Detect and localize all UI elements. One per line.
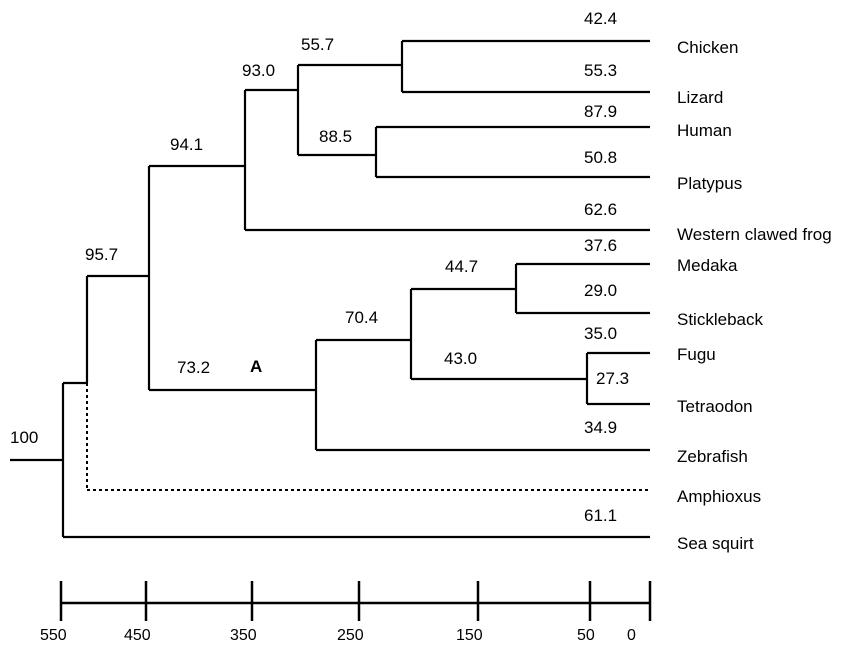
tick-label-450: 450 — [124, 627, 151, 644]
tree-branches — [10, 39, 650, 539]
support-95-7: 95.7 — [85, 245, 118, 264]
node-tag-a: A — [250, 357, 262, 376]
support-root: 100 — [10, 428, 38, 447]
value-medaka: 37.6 — [584, 236, 617, 255]
value-stickleback: 29.0 — [584, 281, 617, 300]
tick-label-50: 50 — [577, 627, 595, 644]
support-94-1: 94.1 — [170, 135, 203, 154]
amphioxus-dotted-branch — [86, 383, 650, 491]
value-zebrafish: 34.9 — [584, 418, 617, 437]
support-70-4: 70.4 — [345, 308, 378, 327]
support-88-5: 88.5 — [319, 127, 352, 146]
tick-label-550: 550 — [40, 627, 67, 644]
support-93-0: 93.0 — [242, 61, 275, 80]
value-human: 87.9 — [584, 102, 617, 121]
tick-label-250: 250 — [337, 627, 364, 644]
taxon-western-clawed-frog: Western clawed frog — [677, 225, 832, 244]
scale-axis — [59, 581, 652, 621]
scale-tick-labels: 550 450 350 250 150 50 0 — [40, 627, 636, 644]
value-fugu: 35.0 — [584, 324, 617, 343]
value-lizard: 55.3 — [584, 61, 617, 80]
tick-label-350: 350 — [230, 627, 257, 644]
taxon-human: Human — [677, 121, 732, 140]
value-chicken: 42.4 — [584, 9, 617, 28]
support-43-0: 43.0 — [444, 349, 477, 368]
taxon-tetraodon: Tetraodon — [677, 397, 753, 416]
branch-values: 42.4 55.3 87.9 50.8 62.6 37.6 29.0 35.0 … — [584, 9, 629, 525]
taxon-platypus: Platypus — [677, 174, 742, 193]
support-44-7: 44.7 — [445, 257, 478, 276]
taxon-stickleback: Stickleback — [677, 310, 763, 329]
taxon-fugu: Fugu — [677, 345, 716, 364]
value-tetraodon: 27.3 — [596, 369, 629, 388]
support-55-7: 55.7 — [301, 35, 334, 54]
taxon-zebrafish: Zebrafish — [677, 447, 748, 466]
tick-label-0: 0 — [627, 627, 636, 644]
taxon-chicken: Chicken — [677, 38, 738, 57]
node-support-values: 100 95.7 94.1 93.0 55.7 88.5 73.2 70.4 4… — [10, 35, 478, 447]
value-frog: 62.6 — [584, 200, 617, 219]
tick-label-150: 150 — [456, 627, 483, 644]
support-73-2: 73.2 — [177, 358, 210, 377]
value-platypus: 50.8 — [584, 148, 617, 167]
value-sea-squirt: 61.1 — [584, 506, 617, 525]
taxon-labels: Chicken Lizard Human Platypus Western cl… — [677, 38, 832, 553]
taxon-medaka: Medaka — [677, 256, 738, 275]
taxon-lizard: Lizard — [677, 88, 723, 107]
taxon-amphioxus: Amphioxus — [677, 487, 761, 506]
taxon-sea-squirt: Sea squirt — [677, 534, 754, 553]
